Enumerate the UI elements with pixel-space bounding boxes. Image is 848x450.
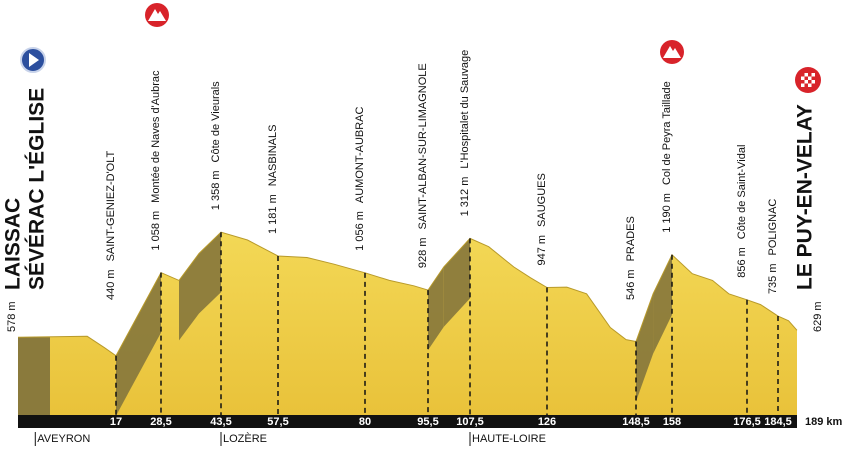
start-icon (20, 47, 46, 73)
waypoint-name: Montée de Naves d'Aubrac (150, 70, 162, 203)
altitude-label: 1 181 m (267, 194, 279, 234)
waypoint-label: 1 058 m Montée de Naves d'Aubrac (150, 70, 162, 251)
finish-name: LE PUY-EN-VELAY (794, 104, 817, 290)
waypoint-label: 1 312 m L'Hospitalet du Sauvage (459, 50, 471, 217)
waypoint-name: Côte de Vieurals (210, 81, 222, 163)
waypoint-name: NASBINALS (267, 125, 279, 187)
waypoint-name: SAUGUES (536, 173, 548, 227)
waypoint-name: Côte de Saint-Vidal (736, 145, 748, 240)
waypoint-label: 1 358 m Côte de Vieurals (210, 81, 222, 210)
altitude-label: 1 358 m (210, 170, 222, 210)
waypoint-label: 1 056 m AUMONT-AUBRAC (354, 106, 366, 250)
region-name: HAUTE-LOIRE (472, 433, 546, 445)
x-tick-label: 158 (663, 416, 681, 428)
waypoint-label: 546 m PRADES (625, 216, 637, 300)
climb-face (428, 266, 444, 351)
region-name: LOZÈRE (223, 432, 267, 445)
waypoint-name: SAINT-ALBAN-SUR-LIMAGNOLE (417, 63, 429, 229)
x-tick-label: 126 (538, 416, 556, 428)
climb-face (199, 232, 221, 314)
waypoint-label: 1 190 m Col de Peyra Taillade (661, 81, 673, 233)
x-tick-label: 95,5 (417, 416, 438, 428)
start-name: SÉVÉRAC L'ÉGLISE (26, 88, 49, 290)
waypoint-label: 928 m SAINT-ALBAN-SUR-LIMAGNOLE (417, 63, 429, 268)
waypoint-name: AUMONT-AUBRAC (354, 106, 366, 203)
waypoint-name: SAINT-GENIEZ-D'OLT (105, 150, 117, 261)
altitude-label: 546 m (625, 269, 637, 300)
climb-face (116, 272, 161, 416)
altitude-label: 1 190 m (661, 193, 673, 233)
x-tick-label: 80 (359, 416, 371, 428)
altitude-label: 947 m (536, 235, 548, 266)
km-bar (18, 415, 797, 428)
x-tick-label: 148,5 (622, 416, 650, 428)
waypoint-name: POLIGNAC (767, 199, 779, 256)
altitude-label: 928 m (417, 237, 429, 268)
altitude-label: 629 m (812, 301, 824, 332)
x-tick-label: 189 km (805, 416, 843, 428)
waypoint-name: PRADES (625, 216, 637, 261)
climb-face (179, 253, 199, 341)
waypoint-label: 856 m Côte de Saint-Vidal (736, 145, 748, 278)
x-tick-label: 28,5 (150, 416, 171, 428)
altitude-label: 735 m (767, 263, 779, 294)
start-name: LAISSAC (2, 198, 25, 290)
altitude-label: 1 058 m (150, 211, 162, 251)
altitude-label: 440 m (105, 269, 117, 300)
waypoint-name: L'Hospitalet du Sauvage (459, 50, 471, 169)
waypoint-name: Col de Peyra Taillade (661, 81, 673, 185)
climb-icon (660, 40, 684, 64)
x-tick-label: 176,5 (733, 416, 761, 428)
climb-face (636, 293, 654, 402)
altitude-label: 578 m (6, 301, 18, 332)
altitude-label: 856 m (736, 247, 748, 278)
finish-icon (795, 67, 821, 93)
x-tick-label: 107,5 (456, 416, 484, 428)
waypoint-label: 1 181 m NASBINALS (267, 125, 279, 235)
start-block (18, 337, 50, 415)
x-tick-label: 184,5 (764, 416, 792, 428)
x-tick-label: 17 (110, 416, 122, 428)
altitude-label: 1 056 m (354, 211, 366, 251)
x-tick-label: 43,5 (210, 416, 231, 428)
region-name: AVEYRON (37, 433, 90, 445)
profile-line (17, 231, 798, 357)
altitude-label: 1 312 m (459, 177, 471, 217)
x-tick-label: 57,5 (267, 416, 288, 428)
climb-face (653, 254, 672, 354)
waypoint-label: 440 m SAINT-GENIEZ-D'OLT (105, 150, 117, 300)
waypoint-label: 947 m SAUGUES (536, 173, 548, 265)
waypoint-label: 735 m POLIGNAC (767, 199, 779, 294)
climb-icon (145, 3, 169, 27)
